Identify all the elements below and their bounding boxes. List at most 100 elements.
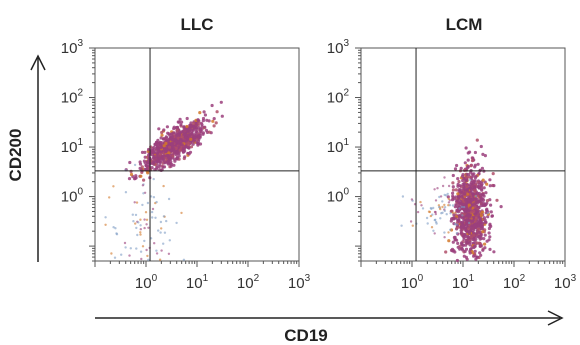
panel-llc: LLC 100 101 102 103 100 101 102 103 bbox=[61, 15, 311, 292]
event-point bbox=[490, 214, 494, 218]
event-point bbox=[134, 213, 138, 217]
event-point bbox=[400, 224, 403, 227]
event-point bbox=[472, 181, 476, 185]
event-point bbox=[171, 138, 176, 142]
event-point bbox=[451, 181, 455, 185]
event-point bbox=[139, 228, 142, 231]
event-point bbox=[136, 233, 139, 237]
event-point bbox=[487, 226, 491, 231]
event-point bbox=[192, 133, 196, 137]
event-point bbox=[191, 142, 195, 146]
event-point bbox=[480, 210, 485, 214]
event-point bbox=[488, 235, 492, 239]
event-point bbox=[460, 205, 464, 209]
event-point bbox=[451, 188, 455, 192]
event-point bbox=[445, 194, 448, 197]
event-point bbox=[162, 144, 166, 148]
event-point bbox=[154, 216, 157, 219]
event-point bbox=[180, 120, 184, 124]
event-point bbox=[444, 250, 448, 254]
event-point bbox=[455, 232, 459, 235]
event-point bbox=[455, 163, 459, 168]
event-point bbox=[194, 122, 199, 127]
event-point bbox=[464, 247, 469, 251]
event-point bbox=[168, 239, 171, 242]
event-point bbox=[145, 248, 148, 252]
event-point bbox=[473, 188, 477, 192]
event-point bbox=[469, 247, 473, 251]
event-point bbox=[432, 206, 435, 210]
event-point bbox=[466, 187, 470, 191]
event-point bbox=[146, 171, 150, 175]
event-point bbox=[467, 221, 471, 225]
event-point bbox=[156, 148, 160, 152]
event-point bbox=[440, 212, 443, 215]
event-point bbox=[139, 231, 142, 234]
event-point bbox=[470, 217, 473, 220]
event-point bbox=[464, 243, 468, 247]
event-point bbox=[466, 237, 470, 241]
event-point bbox=[477, 182, 481, 186]
event-point bbox=[157, 127, 161, 131]
x-tick-label: 102 bbox=[237, 273, 260, 292]
event-point bbox=[104, 216, 107, 219]
event-point bbox=[138, 160, 142, 164]
event-point bbox=[178, 148, 182, 152]
event-point bbox=[175, 128, 179, 132]
event-point bbox=[182, 128, 186, 132]
event-point bbox=[443, 231, 446, 234]
event-point bbox=[473, 165, 477, 169]
event-point bbox=[466, 151, 470, 155]
event-point bbox=[182, 133, 186, 137]
event-point bbox=[434, 212, 437, 216]
event-point bbox=[468, 240, 472, 245]
event-point bbox=[443, 206, 447, 209]
event-point bbox=[479, 196, 483, 200]
event-point bbox=[482, 186, 486, 190]
x-tick-label: 101 bbox=[452, 273, 475, 292]
event-point bbox=[468, 243, 472, 247]
event-point bbox=[468, 175, 472, 179]
event-point bbox=[464, 234, 468, 238]
event-point bbox=[203, 125, 207, 129]
event-point bbox=[141, 245, 145, 248]
event-point bbox=[474, 237, 478, 241]
event-point bbox=[145, 167, 149, 171]
event-point bbox=[128, 160, 132, 165]
event-point bbox=[489, 210, 493, 214]
event-point bbox=[481, 178, 485, 182]
event-point bbox=[220, 114, 224, 118]
event-point bbox=[464, 201, 468, 205]
event-point bbox=[157, 159, 161, 163]
event-point bbox=[147, 147, 151, 152]
event-point bbox=[186, 143, 190, 147]
event-point bbox=[433, 188, 436, 191]
event-point bbox=[165, 125, 169, 129]
event-point bbox=[462, 218, 466, 222]
event-point bbox=[469, 228, 473, 233]
event-point bbox=[449, 219, 453, 223]
event-point bbox=[160, 133, 164, 137]
event-point bbox=[476, 162, 480, 166]
event-point bbox=[135, 247, 138, 250]
event-point bbox=[443, 203, 446, 207]
event-point bbox=[476, 212, 480, 216]
event-point bbox=[205, 118, 209, 122]
event-point bbox=[154, 167, 159, 171]
event-point bbox=[478, 251, 482, 255]
event-point bbox=[447, 184, 451, 188]
event-point bbox=[147, 226, 150, 229]
plot-frame bbox=[94, 47, 300, 262]
event-point bbox=[474, 225, 478, 229]
event-point bbox=[181, 146, 186, 150]
event-point bbox=[197, 121, 201, 125]
event-point bbox=[113, 256, 117, 259]
event-point bbox=[447, 201, 451, 204]
event-point bbox=[441, 184, 445, 188]
event-point bbox=[439, 217, 442, 220]
event-point bbox=[473, 222, 477, 226]
event-point bbox=[198, 111, 202, 115]
event-point bbox=[447, 197, 450, 201]
event-point bbox=[472, 172, 476, 176]
event-point bbox=[139, 218, 142, 221]
